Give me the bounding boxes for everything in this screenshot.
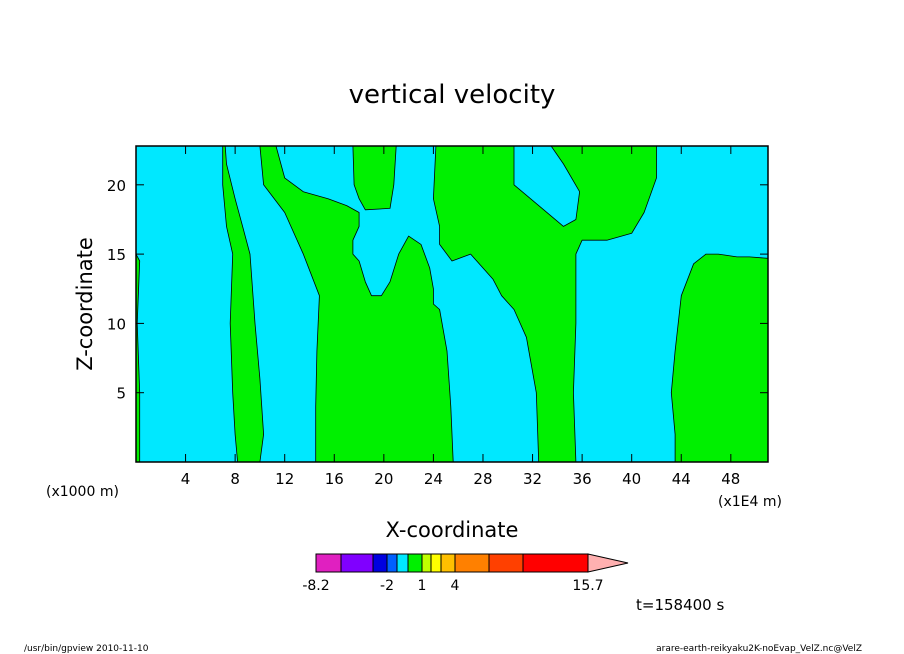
contour-region-positive-4 xyxy=(430,145,657,463)
x-tick-label-32: 32 xyxy=(523,470,542,488)
colorbar-label-4: 4 xyxy=(451,578,460,594)
y-tick-label-10: 10 xyxy=(107,315,126,333)
x-axis-title: X-coordinate xyxy=(386,518,519,542)
colorbar-swatch-10 xyxy=(454,553,490,573)
y-axis-title: Z-coordinate xyxy=(73,237,97,371)
chart-title: vertical velocity xyxy=(349,80,556,110)
x-unit-right: (x1E4 m) xyxy=(718,494,782,510)
colorbar-swatch-1 xyxy=(315,553,342,573)
colorbar-swatch-7 xyxy=(421,553,432,573)
plot-frame xyxy=(135,145,769,463)
colorbar-swatch-2 xyxy=(340,553,374,573)
x-ticks: 4 8 12 16 20 24 28 32 36 40 44 48 xyxy=(181,146,740,488)
x-tick-label-12: 12 xyxy=(275,470,294,488)
colorbar-swatch-9 xyxy=(440,553,456,573)
colorbar-swatch-6 xyxy=(407,553,423,573)
y-tick-label-15: 15 xyxy=(107,246,126,264)
x-unit-left: (x1000 m) xyxy=(46,484,119,500)
contour-region-positive-3 xyxy=(352,145,397,211)
colorbar-swatch-5 xyxy=(396,553,409,573)
y-tick-label-20: 20 xyxy=(107,177,126,195)
x-tick-label-40: 40 xyxy=(622,470,641,488)
colorbar-label-1: -8.2 xyxy=(302,578,329,594)
colorbar-swatch-3 xyxy=(372,553,388,573)
x-tick-label-8: 8 xyxy=(230,470,240,488)
footer-left: /usr/bin/gpview 2010-11-10 xyxy=(24,644,149,654)
colorbar-swatch-11 xyxy=(488,553,524,573)
x-tick-label-20: 20 xyxy=(374,470,393,488)
colorbar-label-5: 15.7 xyxy=(572,578,603,594)
contour-regions xyxy=(135,145,769,463)
colorbar: -8.2 -2 1 4 15.7 xyxy=(302,553,629,594)
colorbar-label-2: -2 xyxy=(380,578,394,594)
colorbar-swatch-8 xyxy=(430,553,442,573)
colorbar-swatch-4 xyxy=(386,553,398,573)
x-tick-label-16: 16 xyxy=(325,470,344,488)
colorbar-swatch-12 xyxy=(522,553,589,573)
colorbar-label-3: 1 xyxy=(418,578,427,594)
x-tick-label-36: 36 xyxy=(573,470,592,488)
x-tick-label-28: 28 xyxy=(473,470,492,488)
y-tick-label-5: 5 xyxy=(116,385,126,403)
x-tick-label-48: 48 xyxy=(721,470,740,488)
x-tick-label-4: 4 xyxy=(181,470,191,488)
contour-region-positive-5 xyxy=(670,253,769,463)
x-tick-label-44: 44 xyxy=(672,470,691,488)
colorbar-extend-arrow xyxy=(587,553,629,573)
time-label: t=158400 s xyxy=(636,596,724,614)
footer-right: arare-earth-reikyaku2K-noEvap_VelZ.nc@Ve… xyxy=(656,644,862,654)
y-ticks: 5 10 15 20 xyxy=(107,177,768,403)
x-tick-label-24: 24 xyxy=(424,470,443,488)
